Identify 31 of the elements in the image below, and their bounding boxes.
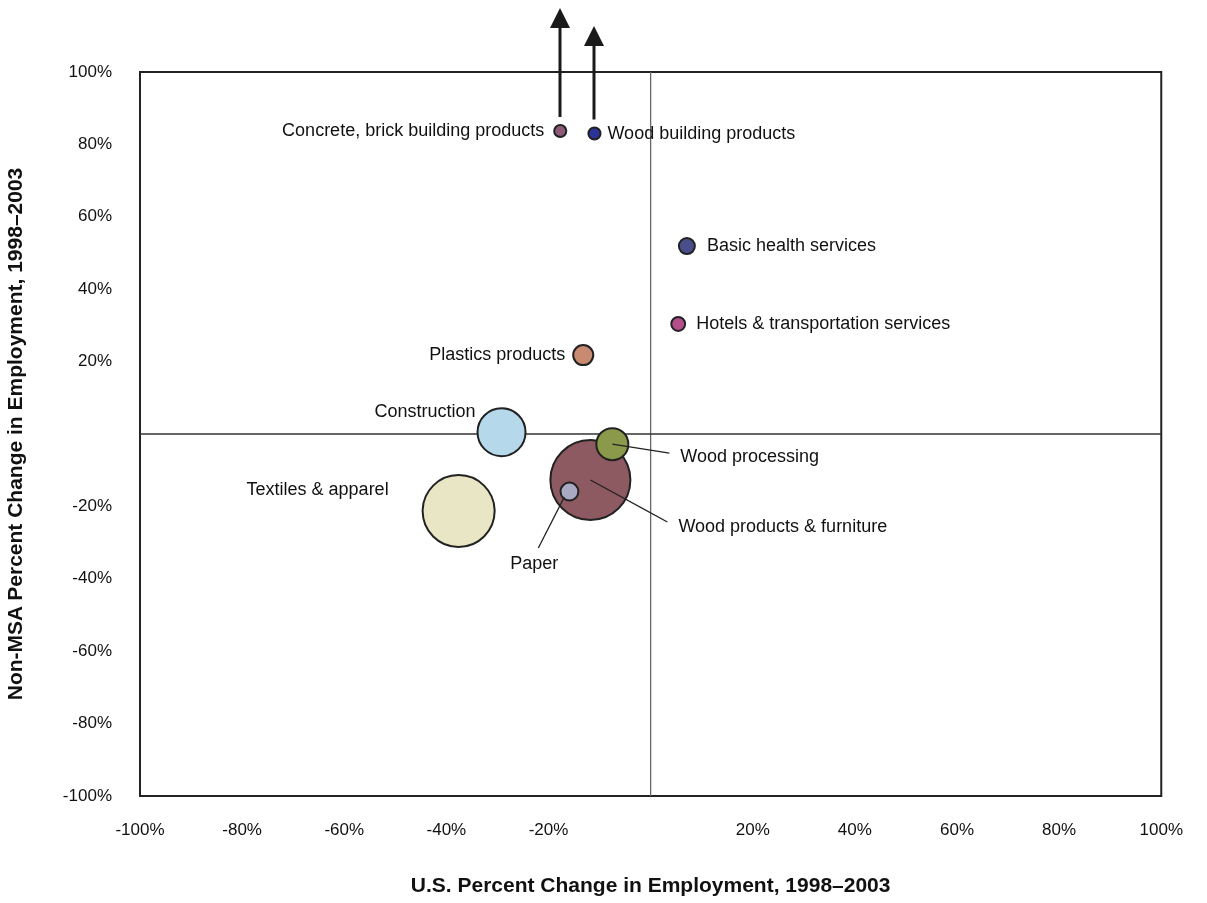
annotation: Plastics products [429,344,566,365]
y-tick-label: -100% [62,785,112,805]
annotation: Concrete, brick building products [282,119,545,140]
annotation: Textiles & apparel [246,479,389,500]
y-tick-label: -80% [72,713,112,733]
y-tick-label: 100% [68,61,112,81]
annotation: Wood products & furniture [678,515,888,536]
x-tick-label: -80% [222,819,262,839]
annotation: Hotels & transportation services [696,312,951,333]
x-tick-label: 100% [1139,819,1183,839]
annotation: Construction [374,401,476,422]
y-tick-label: -60% [72,640,112,660]
x-tick-label: 80% [1042,819,1077,839]
y-tick-label: 20% [77,351,112,371]
x-tick-label: -40% [426,819,467,839]
x-tick-label: -100% [115,819,165,839]
y-tick-label: 80% [77,134,112,154]
x-tick-label: 40% [837,819,872,839]
x-tick-label: -60% [324,819,365,839]
x-tick-label: 20% [735,819,770,839]
x-tick-label: 60% [939,819,975,839]
y-tick-label: 40% [77,278,112,298]
annotation: Wood processing [680,446,820,467]
y-tick-label: -20% [72,496,112,516]
y-tick-label: -40% [72,568,112,588]
y-axis-title: Non-MSA Percent Change in Employment, 1998–2003 [3,167,27,701]
x-axis-title: U.S. Percent Change in Employment, 1998–2003 [410,873,891,897]
x-tick-label: -20% [528,819,569,839]
y-tick-label: 60% [77,206,112,226]
annotation: Basic health services [706,235,876,256]
annotation: Paper [510,552,559,573]
